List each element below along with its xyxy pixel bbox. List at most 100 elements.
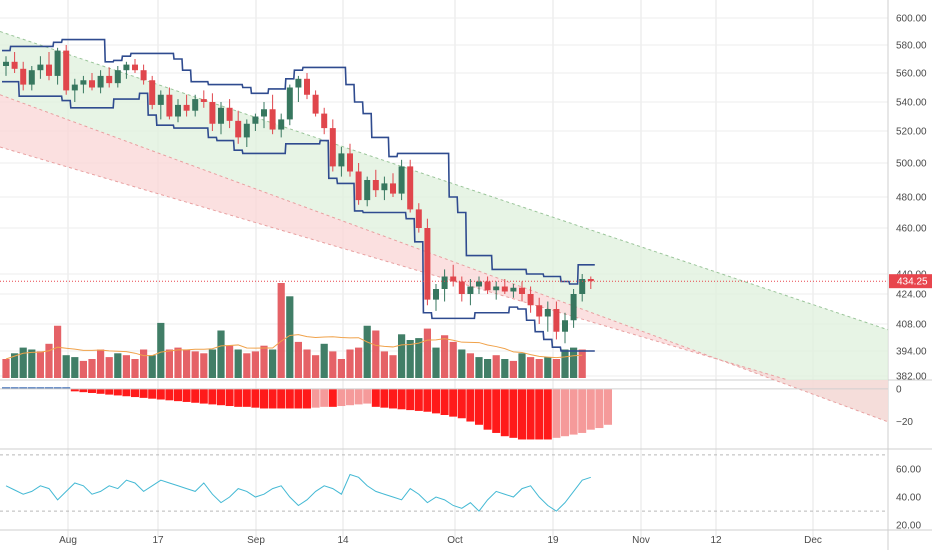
- oscillator-bar: [578, 388, 587, 433]
- oscillator-bar: [148, 388, 157, 399]
- volume-bar: [208, 349, 216, 378]
- date-tick-label: Dec: [804, 535, 822, 546]
- volume-bar: [251, 351, 259, 378]
- oscillator-bar: [277, 388, 286, 409]
- price-tick-label: 500.00: [896, 159, 927, 170]
- date-tick-label: 19: [547, 535, 559, 546]
- candle: [304, 73, 310, 100]
- volume-bar: [458, 349, 466, 378]
- oscillator-bar: [492, 388, 501, 433]
- band-lines: [2, 38, 595, 352]
- channel-lower-line: [0, 146, 789, 381]
- candle-body: [140, 70, 147, 81]
- oscillator-bar: [552, 388, 561, 438]
- candle: [37, 56, 44, 79]
- oscillator-bar: [53, 387, 62, 389]
- oscillator-tick-label: 0: [896, 384, 902, 395]
- candle: [63, 45, 70, 95]
- candle-body: [89, 80, 95, 88]
- oscillator-bar: [406, 388, 415, 411]
- channel-upper-fill: [0, 31, 888, 422]
- oscillator-bar: [500, 388, 509, 437]
- candle: [226, 99, 233, 129]
- candle-body: [149, 80, 156, 105]
- candle-body: [106, 75, 113, 84]
- volume-bar: [398, 334, 406, 378]
- oscillator-bar: [526, 388, 535, 440]
- oscillator-bar: [328, 388, 337, 407]
- candle: [235, 110, 242, 144]
- price-tick-label: 394.00: [896, 347, 927, 358]
- volume-bar: [415, 338, 423, 378]
- oscillator-bar: [191, 388, 200, 403]
- oscillator-bar: [105, 388, 114, 395]
- volume-bar: [62, 355, 70, 378]
- candle-body: [200, 99, 207, 102]
- candle: [106, 67, 113, 88]
- candlesticks: [0, 45, 888, 344]
- volume-bar: [466, 353, 474, 378]
- candle-body: [123, 64, 130, 71]
- candle: [89, 73, 95, 91]
- oscillator-bar: [466, 388, 475, 422]
- date-tick-label: 17: [152, 535, 164, 546]
- oscillator-bar: [346, 388, 354, 406]
- volume-bar: [243, 353, 251, 378]
- candle: [269, 94, 276, 135]
- channel-mid-line: [0, 94, 889, 423]
- price-axis[interactable]: 382.00394.00408.00424.00440.00460.00480.…: [889, 14, 932, 532]
- candle: [218, 102, 224, 135]
- oscillator-bar: [62, 387, 71, 389]
- regression-channel: [0, 31, 889, 423]
- volume-bar: [36, 351, 44, 378]
- candle: [450, 264, 457, 287]
- candle-body: [218, 107, 224, 124]
- candle: [183, 94, 190, 117]
- volume-bar: [552, 359, 560, 378]
- candle: [20, 61, 27, 91]
- candle: [493, 281, 500, 300]
- candle-body: [493, 286, 500, 291]
- oscillator-bar: [242, 388, 251, 407]
- candle-body: [329, 128, 336, 167]
- candle-body: [381, 183, 388, 191]
- candle: [467, 279, 474, 306]
- volume-bar: [148, 355, 156, 378]
- candle: [519, 281, 525, 302]
- volume-bar: [475, 357, 483, 378]
- candle: [46, 52, 52, 81]
- candle-body: [476, 281, 482, 287]
- candle: [398, 159, 405, 201]
- candle-body: [407, 166, 414, 210]
- channel-upper-line: [0, 31, 889, 331]
- volume-bar: [527, 357, 535, 378]
- volume-bar: [312, 355, 320, 378]
- price-tick-label: 424.00: [896, 290, 927, 301]
- candle-body: [544, 309, 551, 317]
- volume-bar: [114, 353, 122, 378]
- volume-bar: [217, 330, 225, 378]
- candle: [390, 173, 396, 197]
- candle: [433, 284, 439, 311]
- candle: [562, 312, 568, 344]
- candle: [527, 286, 534, 313]
- oscillator-bar: [380, 388, 389, 408]
- oscillator-bar: [45, 387, 53, 389]
- oscillator-bar: [131, 388, 139, 398]
- rsi-tick-label: 60.00: [896, 464, 921, 475]
- oscillator-bar: [10, 387, 19, 389]
- time-axis[interactable]: Aug 17 Sep 14 Oct 19 Nov 12 Dec: [59, 535, 822, 546]
- volume-bar: [54, 325, 62, 378]
- candle-body: [269, 109, 276, 130]
- candle: [175, 99, 181, 123]
- oscillator-bar: [543, 388, 552, 440]
- candle-body: [433, 289, 439, 300]
- volume-bar: [380, 351, 388, 378]
- candle-body: [458, 281, 465, 294]
- candle-body: [54, 50, 61, 76]
- oscillator-bar: [2, 387, 10, 389]
- volume-bar: [518, 353, 526, 378]
- candle-body: [235, 120, 242, 138]
- volume-bar: [105, 357, 113, 378]
